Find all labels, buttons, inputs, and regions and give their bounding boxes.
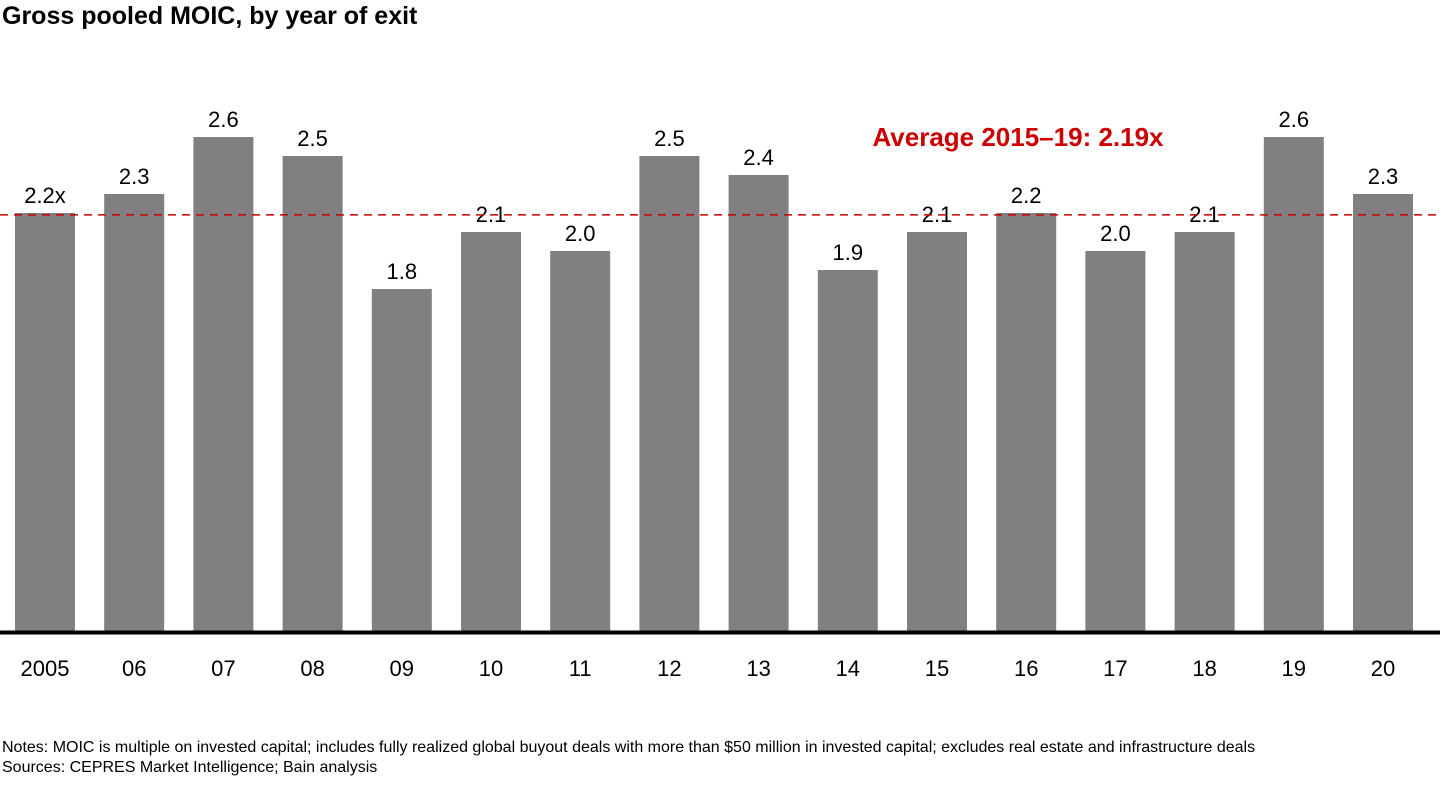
bar-17 — [1085, 251, 1146, 631]
bar-11 — [550, 251, 611, 631]
bar-09 — [371, 289, 432, 631]
x-tick-label-14: 14 — [836, 656, 860, 681]
bar-14 — [817, 270, 878, 631]
x-tick-label-11: 11 — [569, 656, 592, 681]
bar-12 — [639, 156, 700, 631]
value-label-09: 1.8 — [387, 259, 418, 284]
value-label-08: 2.5 — [297, 126, 328, 151]
value-label-16: 2.2 — [1011, 183, 1042, 208]
value-label-13: 2.4 — [743, 145, 774, 170]
bar-08 — [282, 156, 343, 631]
value-label-06: 2.3 — [119, 164, 150, 189]
x-tick-label-06: 06 — [122, 656, 146, 681]
x-tick-label-19: 19 — [1282, 656, 1306, 681]
chart-title: Gross pooled MOIC, by year of exit — [2, 2, 418, 30]
x-tick-label-18: 18 — [1192, 656, 1216, 681]
value-label-2005: 2.2x — [24, 183, 66, 208]
x-tick-label-15: 15 — [925, 656, 949, 681]
sources-text: Sources: CEPRES Market Intelligence; Bai… — [2, 759, 378, 776]
x-tick-label-16: 16 — [1014, 656, 1038, 681]
x-tick-label-09: 09 — [390, 656, 414, 681]
value-label-07: 2.6 — [208, 107, 239, 132]
bar-19 — [1263, 137, 1324, 631]
notes-text: Notes: MOIC is multiple on invested capi… — [2, 739, 1256, 756]
x-tick-label-07: 07 — [211, 656, 235, 681]
bar-chart: 2.2x2.32.62.51.82.12.02.52.41.92.12.22.0… — [0, 107, 1440, 681]
value-labels-layer: 2.2x2.32.62.51.82.12.02.52.41.92.12.22.0… — [24, 107, 1398, 284]
bar-06 — [104, 194, 165, 631]
bar-15 — [907, 232, 967, 631]
x-tick-label-2005: 2005 — [21, 656, 70, 681]
value-label-19: 2.6 — [1279, 107, 1310, 132]
bar-13 — [728, 175, 789, 631]
value-label-11: 2.0 — [565, 221, 596, 246]
x-tick-label-17: 17 — [1103, 656, 1127, 681]
value-label-14: 1.9 — [833, 240, 864, 265]
x-tick-labels: 2005 06 07 08 09 10 11 12 13 14 15 16 17 18 19 20 — [21, 656, 1396, 681]
value-label-12: 2.5 — [654, 126, 685, 151]
x-tick-label-13: 13 — [746, 656, 770, 681]
bars-layer — [15, 137, 1413, 631]
x-tick-label-20: 20 — [1371, 656, 1395, 681]
x-tick-label-10: 10 — [479, 656, 503, 681]
value-label-20: 2.3 — [1368, 164, 1399, 189]
bar-2005 — [15, 213, 75, 631]
value-label-17: 2.0 — [1100, 221, 1131, 246]
bar-10 — [461, 232, 521, 631]
bar-07 — [193, 137, 254, 631]
x-tick-label-08: 08 — [300, 656, 324, 681]
x-tick-label-12: 12 — [657, 656, 681, 681]
bar-18 — [1174, 232, 1235, 631]
footnotes: Notes: MOIC is multiple on invested capi… — [2, 738, 1432, 778]
bar-20 — [1353, 194, 1413, 631]
average-reference-label: Average 2015–19: 2.19x — [872, 122, 1164, 152]
bar-16 — [996, 213, 1057, 631]
